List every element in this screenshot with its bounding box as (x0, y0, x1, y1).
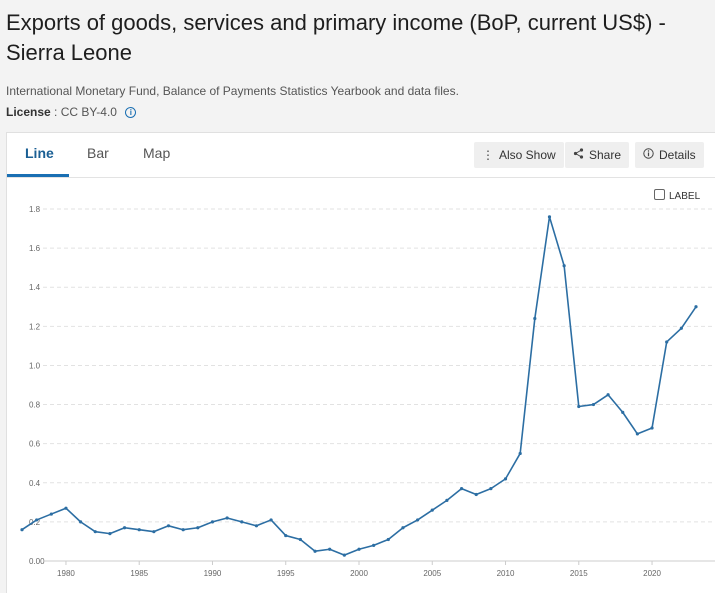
data-point (577, 404, 581, 409)
data-point (108, 532, 112, 536)
data-point (665, 340, 669, 344)
y-tick-label: 0.6 (29, 440, 41, 449)
data-point (416, 518, 420, 522)
data-point (240, 520, 244, 524)
label-toggle[interactable]: LABEL (654, 189, 700, 202)
data-point (518, 451, 522, 456)
data-point (591, 402, 596, 407)
data-point (474, 492, 478, 497)
license-line: License : CC BY-4.0 i (6, 105, 137, 119)
info-circle-icon (643, 142, 654, 168)
data-point (621, 410, 625, 414)
data-point (606, 393, 610, 397)
data-point (298, 537, 302, 542)
chart-tabs: Line Bar Map ⋮ Also Show Share Details (7, 133, 715, 178)
also-show-label: Also Show (499, 148, 556, 162)
y-tick-label: 0.00 (29, 557, 45, 566)
data-point (93, 530, 97, 534)
data-point (694, 305, 698, 309)
x-tick-label: 2000 (350, 569, 368, 578)
line-chart: 0.00 0.2 0.4 0.6 0.8 1.0 1.2 1.4 1.6 1.8 1980 1985 1… (20, 205, 715, 578)
also-show-button[interactable]: ⋮ Also Show (474, 142, 564, 168)
data-point (372, 543, 376, 547)
active-tab-indicator (7, 174, 69, 177)
y-tick-label: 1.6 (29, 244, 41, 253)
data-point (386, 537, 390, 542)
data-point (254, 524, 259, 528)
details-label: Details (659, 148, 696, 162)
data-point (489, 487, 493, 491)
data-point (357, 547, 361, 551)
data-point (562, 264, 566, 268)
data-point (49, 512, 53, 516)
more-vertical-icon: ⋮ (482, 148, 494, 162)
source-text: International Monetary Fund, Balance of … (6, 84, 459, 98)
data-point (679, 326, 683, 330)
share-icon (573, 142, 584, 168)
data-point (284, 533, 288, 538)
y-tick-label: 0.2 (29, 518, 41, 527)
x-tick-label: 1985 (130, 569, 148, 578)
info-icon[interactable]: i (125, 107, 137, 118)
data-point (313, 549, 317, 553)
chart-panel: Line Bar Map ⋮ Also Show Share Details LA… (6, 132, 715, 593)
data-point (328, 547, 332, 551)
y-tick-label: 1.0 (29, 361, 41, 370)
tab-bar[interactable]: Bar (87, 145, 109, 161)
y-tick-label: 1.4 (29, 283, 41, 292)
x-tick-label: 2010 (497, 569, 515, 578)
data-point (166, 524, 171, 528)
details-button[interactable]: Details (635, 142, 704, 168)
data-point (547, 215, 552, 219)
data-point (635, 432, 639, 436)
data-point (533, 316, 537, 321)
series-line (21, 216, 697, 556)
data-point (459, 487, 464, 491)
tab-line[interactable]: Line (25, 145, 54, 161)
data-point (20, 528, 24, 532)
data-point (430, 508, 434, 512)
label-checkbox[interactable] (654, 189, 665, 200)
y-tick-label: 1.8 (29, 205, 41, 214)
data-point (152, 530, 156, 534)
y-tick-label: 0.8 (29, 401, 41, 410)
data-point (210, 520, 215, 524)
data-point (122, 526, 127, 530)
x-tick-label: 1980 (57, 569, 75, 578)
license-value: CC BY-4.0 (60, 105, 117, 119)
data-point (64, 506, 68, 510)
y-tick-label: 1.2 (29, 322, 41, 331)
x-tick-label: 1990 (204, 569, 222, 578)
data-point (35, 518, 39, 522)
data-point (269, 518, 273, 522)
data-point (503, 477, 508, 481)
license-label: License (6, 105, 51, 119)
x-tick-label: 2015 (570, 569, 588, 578)
share-button[interactable]: Share (565, 142, 630, 168)
x-tick-label: 2020 (643, 569, 661, 578)
x-tick-label: 2005 (423, 569, 441, 578)
page-title: Exports of goods, services and primary i… (6, 10, 666, 65)
x-tick-label: 1995 (277, 569, 295, 578)
y-tick-label: 0.4 (29, 479, 41, 488)
data-point (196, 526, 200, 530)
data-point (225, 516, 229, 520)
data-point (401, 526, 405, 530)
data-point (445, 498, 449, 502)
data-point (79, 520, 83, 524)
label-toggle-text: LABEL (669, 191, 701, 202)
data-point (137, 528, 141, 532)
data-point (342, 553, 346, 557)
share-label: Share (589, 148, 622, 162)
tab-map[interactable]: Map (143, 145, 171, 161)
data-point (181, 528, 185, 532)
license-separator: : (54, 105, 61, 119)
data-point (650, 426, 654, 430)
